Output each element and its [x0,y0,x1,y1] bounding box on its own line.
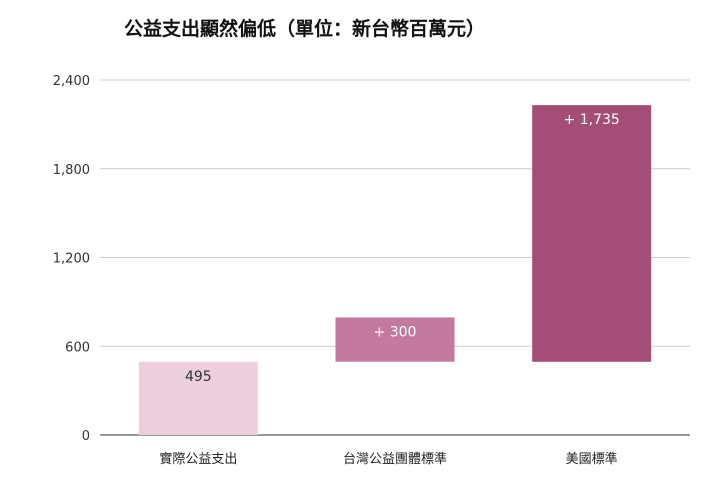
data-label: 495 [185,369,212,385]
category-label: 實際公益支出 [159,451,237,467]
chart-title: 公益支出顯然偏低（單位：新台幣百萬元） [124,18,486,40]
category-label: 台灣公益團體標準 [343,451,447,467]
x-axis-categories: 實際公益支出 台灣公益團體標準 美國標準 [159,451,617,467]
data-labels: 495 + 300 + 1,735 [185,112,620,385]
bars [138,105,652,435]
y-tick-label: 2,400 [53,74,90,89]
bar-2 [335,317,455,362]
data-label: + 1,735 [564,112,620,128]
data-label: + 300 [374,324,417,340]
category-label: 美國標準 [566,451,618,467]
y-tick-label: 0 [82,429,90,444]
y-tick-label: 1,800 [53,163,90,178]
y-tick-label: 1,200 [53,252,90,267]
y-axis-ticks: 0 600 1,200 1,800 2,400 [53,74,90,444]
bar-3 [532,105,652,362]
bar-1 [138,361,258,435]
y-tick-label: 600 [65,340,90,355]
